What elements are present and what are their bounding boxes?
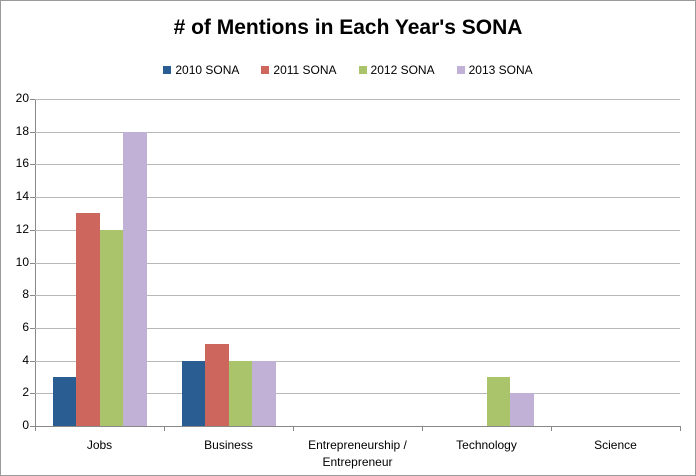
x-category-label: Science	[594, 438, 637, 452]
legend-swatch	[456, 66, 465, 74]
y-tick-mark	[30, 393, 35, 395]
gridline	[35, 229, 680, 231]
legend-label: 2010 SONA	[175, 63, 240, 77]
x-tick-mark	[551, 426, 552, 431]
x-category-label: Business	[204, 438, 253, 452]
bar	[228, 360, 252, 426]
y-tick-label: 20	[15, 91, 29, 105]
legend-swatch	[358, 66, 367, 74]
y-tick-label: 14	[15, 189, 29, 204]
legend-item: 2012 SONA	[358, 63, 435, 77]
y-tick-label: 6	[22, 319, 29, 334]
y-tick-label: 18	[15, 123, 29, 138]
y-tick-label: 4	[22, 352, 29, 367]
gridline	[35, 393, 680, 395]
y-tick-mark	[30, 295, 35, 297]
legend-item: 2010 SONA	[163, 63, 239, 77]
y-tick-label: 0	[22, 418, 29, 432]
legend-swatch	[261, 66, 270, 74]
y-tick-label: 2	[22, 385, 29, 400]
gridline	[35, 131, 680, 133]
legend-label: 2012 SONA	[370, 63, 435, 77]
legend-item: 2011 SONA	[261, 63, 337, 77]
y-tick-mark	[30, 426, 35, 427]
y-tick-mark	[30, 131, 35, 133]
bar	[510, 393, 534, 426]
legend-swatch	[163, 66, 172, 74]
bar	[486, 376, 510, 426]
x-category-label: Entrepreneurship / Entrepreneur	[308, 438, 407, 469]
y-tick-mark	[30, 197, 35, 199]
bar	[76, 213, 100, 426]
bar	[252, 360, 276, 426]
bar	[205, 344, 229, 426]
gridline	[35, 262, 680, 264]
gridline	[35, 360, 680, 362]
bar	[123, 131, 147, 426]
x-tick-mark	[35, 426, 36, 431]
y-tick-label: 10	[15, 254, 29, 269]
y-tick-label: 12	[15, 221, 29, 236]
y-tick-mark	[30, 360, 35, 362]
bar	[99, 229, 123, 426]
x-tick-mark	[422, 426, 423, 431]
y-tick-mark	[30, 99, 35, 100]
x-tick-mark	[293, 426, 294, 431]
x-tick-mark	[680, 426, 681, 431]
gridline	[35, 99, 680, 100]
gridline	[35, 295, 680, 297]
bar	[181, 360, 205, 426]
x-axis	[35, 426, 680, 427]
y-tick-mark	[30, 164, 35, 166]
x-category-label: Technology	[456, 438, 517, 452]
chart-legend: 2010 SONA 2011 SONA 2012 SONA 2013 SONA	[0, 63, 696, 77]
plot-area: 0 2 4 6 8 10 12 14 16 18 20 Jobs Business Entrepreneu…	[16, 91, 681, 469]
legend-label: 2013 SONA	[468, 63, 533, 77]
legend-item: 2013 SONA	[456, 63, 533, 77]
legend-label: 2011 SONA	[273, 63, 337, 77]
y-tick-mark	[30, 262, 35, 264]
gridline	[35, 164, 680, 166]
y-tick-label: 8	[22, 287, 29, 302]
gridline	[35, 327, 680, 329]
bar	[52, 376, 76, 426]
gridline	[35, 197, 680, 199]
y-tick-label: 16	[15, 156, 29, 171]
y-tick-mark	[30, 327, 35, 329]
x-category-label: Jobs	[86, 438, 113, 452]
x-tick-mark	[164, 426, 165, 431]
y-tick-mark	[30, 229, 35, 231]
chart-title: # of Mentions in Each Year's SONA	[173, 16, 523, 39]
